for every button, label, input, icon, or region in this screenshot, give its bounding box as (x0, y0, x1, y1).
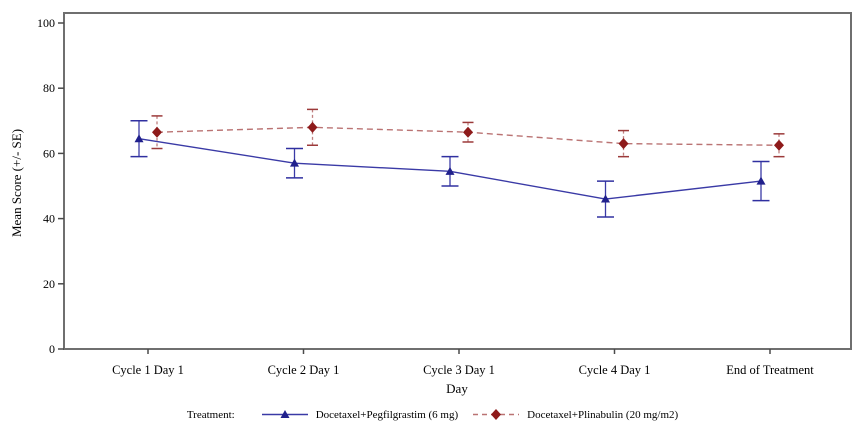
diamond-marker (463, 126, 473, 138)
x-tick-label: End of Treatment (726, 363, 814, 377)
x-tick-label: Cycle 3 Day 1 (423, 363, 495, 377)
y-tick-label: 100 (37, 16, 55, 30)
legend-item-pegfilgrastim: Docetaxel+Pegfilgrastim (6 mg) (261, 408, 458, 421)
diamond-marker (774, 139, 784, 151)
plot-frame (63, 12, 852, 350)
triangle-marker (756, 176, 766, 185)
diamond-marker (618, 138, 629, 150)
y-tick-label: 20 (43, 277, 55, 291)
legend-item-plinabulin: Docetaxel+Plinabulin (20 mg/m2) (472, 408, 678, 421)
dashed-line-diamond-sample-icon (473, 409, 520, 420)
legend-label-plinabulin: Docetaxel+Plinabulin (20 mg/m2) (527, 408, 679, 421)
y-tick-label: 40 (43, 212, 55, 226)
diamond-marker (307, 121, 318, 133)
triangle-marker (134, 134, 144, 143)
x-tick-label: Cycle 4 Day 1 (579, 363, 651, 377)
y-tick-label: 80 (43, 81, 55, 95)
legend-title: Treatment: (186, 408, 235, 421)
legend: Treatment: Docetaxel+Pegfilgrastim (6 mg… (0, 408, 865, 421)
diamond-marker (152, 126, 162, 138)
y-tick-label: 0 (49, 342, 55, 356)
solid-line-triangle-sample-icon (261, 410, 308, 418)
y-tick-label: 60 (43, 146, 55, 160)
y-axis-title: Mean Score (+/- SE) (9, 128, 24, 238)
x-tick-label: Cycle 2 Day 1 (268, 363, 340, 377)
triangle-marker (290, 158, 299, 167)
legend-label-pegfilgrastim: Docetaxel+Pegfilgrastim (6 mg) (315, 408, 459, 421)
x-tick-label: Cycle 1 Day 1 (112, 363, 184, 377)
x-axis-title: Day (446, 381, 468, 396)
triangle-marker (601, 194, 610, 203)
triangle-marker (445, 166, 455, 175)
